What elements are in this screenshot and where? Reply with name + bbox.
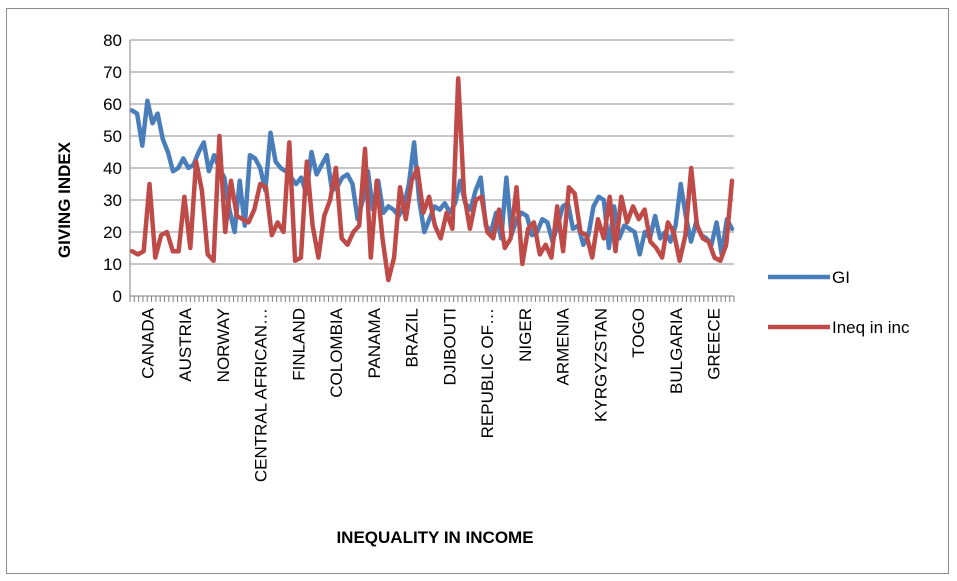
x-tick-label: COLOMBIA bbox=[327, 307, 346, 397]
series-lines bbox=[129, 76, 735, 283]
x-tick-label: CENTRAL AFRICAN… bbox=[252, 308, 271, 482]
y-tick-label: 70 bbox=[103, 63, 122, 82]
x-tick-label: FINLAND bbox=[289, 308, 308, 381]
x-tick-label: DJIBOUTI bbox=[440, 308, 459, 385]
legend-label-1: Ineq in inc bbox=[832, 318, 910, 337]
y-tick-label: 30 bbox=[103, 191, 122, 210]
y-tick-label: 50 bbox=[103, 127, 122, 146]
y-tick-label: 10 bbox=[103, 255, 122, 274]
x-axis-title: INEQUALITY IN INCOME bbox=[336, 528, 533, 547]
x-tick-label: NIGER bbox=[516, 308, 535, 362]
x-tick-label: KYRGYZSTAN bbox=[591, 308, 610, 422]
y-tick-labels: 0 10 20 30 40 50 60 70 80 bbox=[103, 31, 122, 306]
chart-frame bbox=[6, 8, 949, 574]
legend: GI Ineq in inc bbox=[768, 268, 910, 337]
x-tick-label: BULGARIA bbox=[667, 307, 686, 394]
y-tick-label: 60 bbox=[103, 95, 122, 114]
y-tick-label: 0 bbox=[113, 287, 122, 306]
x-tick-label: TOGO bbox=[629, 308, 648, 358]
x-tick-label: BRAZIL bbox=[403, 308, 422, 368]
y-tick-label: 80 bbox=[103, 31, 122, 50]
y-axis-title: GIVING INDEX bbox=[55, 141, 74, 258]
x-axis: CANADA AUSTRIA NORWAY CENTRAL AFRICAN… FINLA… bbox=[129, 296, 735, 482]
x-tick-label: ARMENIA bbox=[554, 307, 573, 385]
y-tick-label: 40 bbox=[103, 159, 122, 178]
x-tick-label: CANADA bbox=[138, 307, 157, 379]
legend-label-0: GI bbox=[832, 268, 850, 287]
gridlines bbox=[129, 39, 734, 297]
x-tick-label: REPUBLIC OF… bbox=[478, 308, 497, 438]
x-tick-label: GREECE bbox=[705, 308, 724, 380]
series-line-1 bbox=[129, 76, 735, 283]
x-tick-label: PANAMA bbox=[365, 307, 384, 378]
x-tick-label: NORWAY bbox=[214, 308, 233, 382]
x-tick-label: AUSTRIA bbox=[176, 307, 195, 381]
y-tick-label: 20 bbox=[103, 223, 122, 242]
